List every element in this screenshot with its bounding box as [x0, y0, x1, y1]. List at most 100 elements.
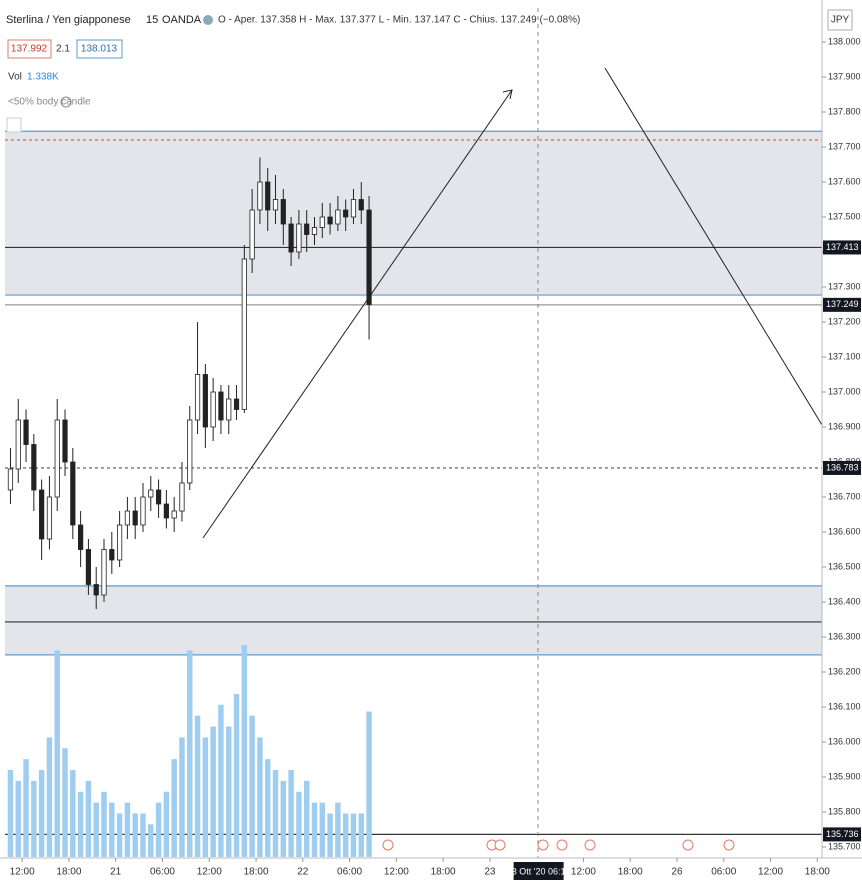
candle-body: [163, 503, 169, 519]
candle-body: [327, 216, 333, 225]
volume-bar: [210, 726, 216, 857]
candle-body: [46, 496, 53, 540]
candle-body: [7, 468, 14, 491]
x-tick-label: 18:00: [618, 867, 643, 878]
ask-box[interactable]: [76, 39, 123, 59]
volume-bar: [85, 780, 92, 857]
candle-body: [343, 209, 349, 218]
volume-bar: [350, 813, 357, 857]
y-tick-label: 136.600: [828, 526, 861, 536]
volume-bar: [38, 770, 45, 857]
x-tick-label: 12:00: [197, 867, 222, 878]
x-tick-label: 12:00: [10, 867, 35, 878]
price-label: 135.736: [826, 829, 859, 839]
candle-body: [335, 209, 341, 225]
x-tick-label: 18:00: [431, 867, 456, 878]
volume-bar: [233, 693, 240, 857]
y-tick-label: 135.900: [828, 771, 861, 781]
y-tick-label: 137.800: [828, 106, 861, 116]
plot-area: [5, 130, 822, 857]
y-tick-label: 135.700: [828, 841, 861, 851]
y-tick-label: 137.600: [828, 176, 861, 186]
volume-bar: [46, 737, 53, 857]
x-tick-label: 06:00: [711, 867, 736, 878]
candle-body: [78, 524, 84, 550]
volume-bar: [54, 650, 60, 857]
collapse-button[interactable]: [6, 117, 22, 133]
crosshair-label: 23 Ott '20 06:15: [507, 866, 571, 876]
volume-bar: [62, 748, 68, 857]
volume-bar: [358, 813, 364, 857]
price-label-box: [823, 240, 861, 255]
currency-box: [827, 9, 853, 31]
candle-body: [358, 199, 364, 211]
y-tick-label: 137.000: [828, 386, 861, 396]
volume-bar: [194, 715, 201, 857]
volume-bar: [163, 791, 170, 857]
candle-body: [109, 549, 115, 561]
candle-body: [265, 181, 271, 211]
volume-bar: [187, 650, 193, 857]
price-label: 137.413: [826, 242, 859, 252]
candle-body: [187, 419, 193, 484]
candle-body: [226, 398, 232, 421]
candle-body: [304, 223, 310, 235]
candle-body: [280, 199, 286, 225]
x-tick-label: 23: [484, 867, 496, 878]
volume-bar: [7, 770, 14, 857]
y-tick-label: 136.400: [828, 596, 861, 606]
volume-label: 1.338K: [27, 72, 59, 83]
indicator: <50% body candle: [8, 97, 91, 108]
y-tick-label: 137.300: [828, 281, 861, 291]
ask: 138.013: [81, 44, 118, 55]
y-tick-label: 135.800: [828, 806, 861, 816]
status-icon[interactable]: [203, 15, 213, 25]
volume-bar: [116, 813, 123, 857]
volume-bar: [264, 759, 271, 857]
y-tick-label: 136.300: [828, 631, 861, 641]
candle-body: [148, 489, 154, 498]
y-tick-label: 137.100: [828, 351, 861, 361]
broker: OANDA: [162, 14, 202, 26]
candle-body: [39, 489, 45, 540]
price-label-box: [823, 460, 861, 475]
volume-bar: [335, 802, 341, 857]
volume-bar: [296, 791, 302, 857]
volume-bar: [148, 824, 154, 857]
y-tick-label: 136.100: [828, 701, 861, 711]
candle-body: [62, 419, 68, 463]
bid: 137.992: [11, 44, 48, 55]
candle-body: [140, 496, 146, 526]
candle-body: [296, 223, 302, 253]
y-tick-label: 136.500: [828, 561, 861, 571]
volume-bar: [327, 813, 333, 857]
y-tick-label: 137.200: [828, 316, 861, 326]
y-tick-label: 137.500: [828, 211, 861, 221]
volume-bar: [23, 759, 29, 857]
volume-bar: [15, 780, 21, 857]
volume-bar: [249, 715, 255, 857]
candle-body: [218, 391, 224, 421]
arrow-head: [502, 89, 513, 100]
candle-body: [54, 419, 60, 498]
volume-title: Vol: [8, 72, 22, 83]
bid-box[interactable]: [7, 39, 52, 59]
candle-body: [249, 209, 255, 260]
candle-body: [132, 510, 138, 526]
zone: [5, 585, 822, 655]
trend-line: [202, 89, 513, 539]
x-tick-label: 12:00: [758, 867, 783, 878]
y-tick-label: 137.700: [828, 141, 861, 151]
candle-body: [350, 199, 357, 218]
volume-bar: [342, 813, 349, 857]
volume-bar: [124, 802, 131, 857]
candle-body: [319, 216, 325, 228]
price-label: 136.783: [826, 462, 859, 472]
x-tick-label: 06:00: [150, 867, 175, 878]
volume-bar: [31, 780, 37, 857]
indicator-icon[interactable]: [60, 96, 72, 108]
candle-body: [288, 223, 294, 253]
volume-bar: [311, 802, 318, 857]
candle-body: [15, 419, 21, 470]
